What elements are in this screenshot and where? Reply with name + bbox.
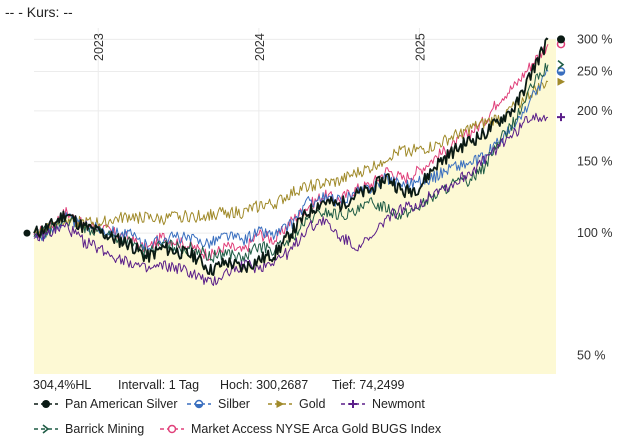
end-marker-gold bbox=[557, 77, 565, 86]
legend-label: Market Access NYSE Arca Gold BUGS Index bbox=[191, 422, 442, 436]
legend-swatch-icon bbox=[187, 399, 211, 409]
stat-interval: Intervall: 1 Tag bbox=[118, 378, 200, 392]
legend-swatch-icon bbox=[268, 400, 292, 408]
chart-header: -- - Kurs: -- bbox=[5, 4, 73, 20]
legend-marker-icon bbox=[167, 424, 177, 434]
y-tick-label: 100 % bbox=[577, 226, 612, 240]
header-value: -- bbox=[63, 4, 73, 20]
y-tick-label: 300 % bbox=[577, 32, 612, 46]
series-line-pan-american-silver bbox=[33, 37, 549, 276]
legend-item-barrick-mining[interactable]: Barrick Mining bbox=[33, 422, 144, 436]
end-marker-pan-american-silver bbox=[557, 35, 565, 44]
legend-item-newmont[interactable]: Newmont bbox=[340, 397, 425, 411]
series-line-silber bbox=[33, 68, 549, 251]
y-tick-label: 250 % bbox=[577, 65, 612, 79]
series-line-gold bbox=[33, 80, 549, 237]
legend-marker-icon bbox=[42, 424, 50, 434]
start-marker bbox=[23, 229, 31, 237]
header-label: - Kurs: bbox=[18, 4, 60, 20]
legend-label: Barrick Mining bbox=[65, 422, 145, 436]
header-prefix: -- bbox=[5, 4, 15, 20]
legend-swatch-icon bbox=[34, 424, 58, 434]
legend-item-pan-american-silver[interactable]: Pan American Silver bbox=[33, 397, 178, 411]
x-tick-label: 2024 bbox=[253, 33, 267, 61]
legend-swatch-icon bbox=[34, 400, 58, 408]
legend-item-market-access-nyse-arca-gold-bugs-index[interactable]: Market Access NYSE Arca Gold BUGS Index bbox=[159, 422, 441, 436]
stat-performance: 304,4%HL bbox=[33, 378, 92, 392]
legend-marker-icon bbox=[349, 400, 357, 408]
legend-marker-icon bbox=[194, 399, 204, 409]
main-series-area bbox=[34, 38, 556, 374]
y-tick-label: 50 % bbox=[577, 348, 606, 362]
x-tick-label: 2023 bbox=[92, 33, 106, 61]
legend-item-gold[interactable]: Gold bbox=[267, 397, 325, 411]
legend-label: Newmont bbox=[372, 397, 425, 411]
end-marker-silber bbox=[556, 67, 566, 76]
stat-low: Tief: 74,2499 bbox=[332, 378, 405, 392]
legend-swatch-icon bbox=[160, 424, 184, 434]
y-tick-label: 150 % bbox=[577, 155, 612, 169]
stat-high: Hoch: 300,2687 bbox=[220, 378, 309, 392]
legend-label: Gold bbox=[299, 397, 326, 411]
legend-swatch-icon bbox=[341, 400, 365, 408]
legend-label: Silber bbox=[218, 397, 250, 411]
end-marker-barrick-mining bbox=[557, 59, 565, 70]
legend-marker-icon bbox=[276, 400, 284, 408]
series-line-newmont bbox=[33, 112, 549, 286]
legend-item-silber[interactable]: Silber bbox=[186, 397, 250, 411]
legend-label: Pan American Silver bbox=[65, 397, 178, 411]
x-tick-label: 2025 bbox=[413, 33, 427, 61]
y-tick-label: 200 % bbox=[577, 104, 612, 118]
end-marker-newmont bbox=[557, 113, 565, 122]
legend-marker-icon bbox=[42, 400, 50, 408]
